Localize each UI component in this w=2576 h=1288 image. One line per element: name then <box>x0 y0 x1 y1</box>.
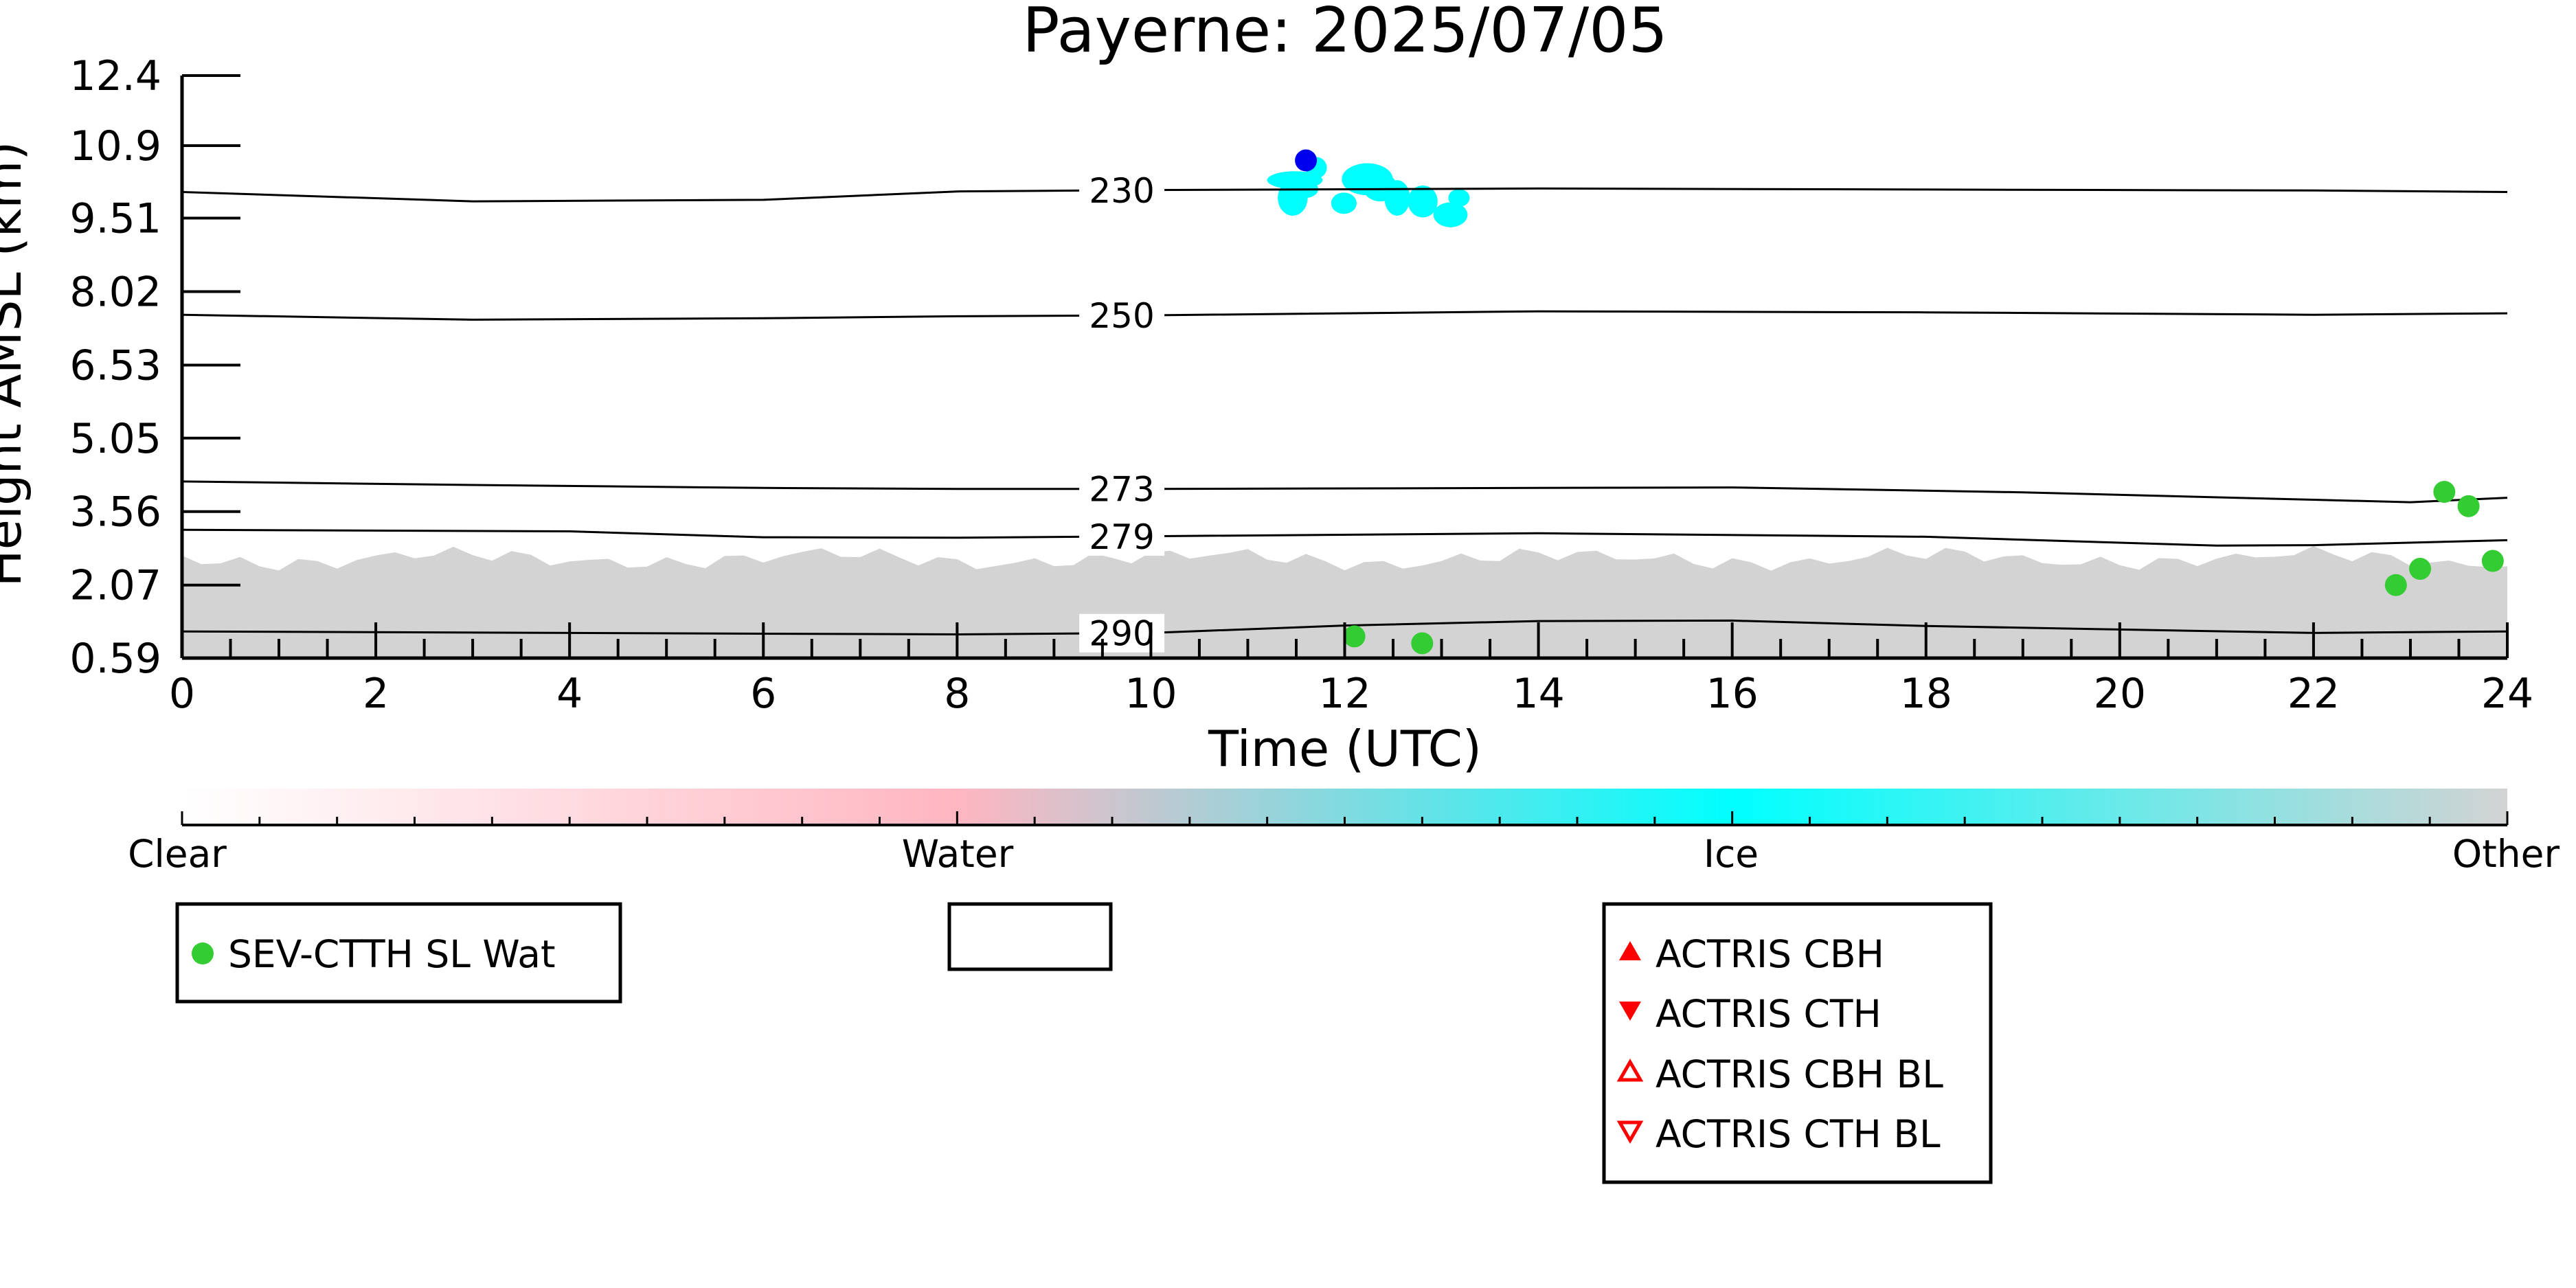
legend-marker-actris-cth-bl <box>1616 1120 1644 1144</box>
field-ice-patch <box>1331 192 1357 214</box>
data-point-series-0-2 <box>2384 574 2407 596</box>
legend-label-actris-cth: ACTRIS CTH <box>1656 992 1882 1036</box>
x-tick-label-16: 16 <box>1706 670 1758 718</box>
field-ice-patch <box>1408 185 1438 218</box>
y-tick-label-6: 9.51 <box>69 195 161 243</box>
contour-label-bg <box>1079 517 1165 556</box>
colorbar: Clear Water Ice Other <box>128 789 2560 876</box>
legend-actris-frame <box>1602 902 1993 1184</box>
legend-sev-frame <box>175 902 622 1004</box>
legend-marker-actris-cbh <box>1619 941 1641 960</box>
x-tick-label-14: 14 <box>1512 670 1564 718</box>
colorbar-ticks <box>181 811 2509 825</box>
contour-250 <box>181 310 2508 321</box>
x-tick-label-22: 22 <box>2287 670 2340 718</box>
data-point-series-0-4 <box>2433 481 2456 504</box>
y-tick-label-8: 12.4 <box>69 52 161 100</box>
contour-label-279: 279 <box>1089 517 1154 557</box>
colorbar-label-water: Water <box>902 832 1014 876</box>
legend-label-actris-cbh: ACTRIS CBH <box>1656 932 1884 976</box>
legend-sev: SEV-CTTH SL Wat <box>175 902 622 1004</box>
field-ice-patch <box>1384 180 1410 216</box>
data-point-series-0-3 <box>2409 558 2432 580</box>
x-tick-label-4: 4 <box>556 670 583 718</box>
y-tick-label-0: 0.59 <box>69 635 161 683</box>
contour-279 <box>181 528 2508 547</box>
contour-label-bg <box>1079 469 1165 508</box>
x-axis-title: Time (UTC) <box>1208 720 1482 778</box>
x-tick-label-10: 10 <box>1125 670 1177 718</box>
colorbar-label-other: Other <box>2452 832 2560 876</box>
legend-empty-box <box>947 902 1113 971</box>
chart-title: Payerne: 2025/07/05 <box>1022 0 1668 67</box>
y-tick-label-1: 2.07 <box>69 562 161 610</box>
y-tick-label-7: 10.9 <box>69 122 161 170</box>
field-ice-patch <box>1433 202 1468 227</box>
x-tick-label-0: 0 <box>169 670 195 718</box>
x-tick-label-12: 12 <box>1318 670 1370 718</box>
y-tick-label-3: 5.05 <box>69 415 161 463</box>
legend-label-sev-ctth: SEV-CTTH SL Wat <box>228 932 556 976</box>
x-tick-label-6: 6 <box>750 670 776 718</box>
y-tick-label-4: 6.53 <box>69 341 161 389</box>
colorbar-label-ice: Ice <box>1704 832 1759 876</box>
legend-marker-actris-cth <box>1619 1002 1641 1021</box>
contour-label-bg <box>1079 170 1165 210</box>
field-ice-patch <box>1448 189 1470 207</box>
x-tick-label-20: 20 <box>2094 670 2146 718</box>
contour-273 <box>181 480 2508 504</box>
x-tick-label-18: 18 <box>1900 670 1952 718</box>
data-point-series-0-1 <box>1411 632 1434 655</box>
y-tick-label-2: 3.56 <box>69 488 161 536</box>
data-point-series-0-5 <box>2457 495 2480 517</box>
contour-290 <box>181 619 2508 636</box>
data-point-series-0-0 <box>1343 625 1366 648</box>
colorbar-label-clear: Clear <box>128 832 227 876</box>
x-tick-label-2: 2 <box>363 670 389 718</box>
contour-label-290: 290 <box>1089 614 1154 654</box>
x-tick-label-24: 24 <box>2481 670 2533 718</box>
y-tick-label-5: 8.02 <box>69 268 161 316</box>
contour-label-230: 230 <box>1089 171 1154 211</box>
contour-label-250: 250 <box>1089 296 1154 336</box>
data-point-series-0-6 <box>2481 550 2504 572</box>
contour-label-bg <box>1079 296 1165 335</box>
y-axis-title: Height AMSL (km) <box>0 142 32 587</box>
x-tick-label-8: 8 <box>944 670 970 718</box>
legend-label-actris-cbh-bl: ACTRIS CBH BL <box>1656 1052 1943 1096</box>
legend-marker-actris-cbh-bl <box>1616 1058 1644 1082</box>
legend-marker-sev-ctth <box>192 942 214 964</box>
legend-actris: ACTRIS CBH ACTRIS CTH ACTRIS CBH BL ACTR… <box>1602 902 1993 1184</box>
legend-label-actris-cth-bl: ACTRIS CTH BL <box>1656 1112 1941 1156</box>
data-point-series-1-0 <box>1295 149 1318 172</box>
contour-label-273: 273 <box>1089 470 1154 510</box>
